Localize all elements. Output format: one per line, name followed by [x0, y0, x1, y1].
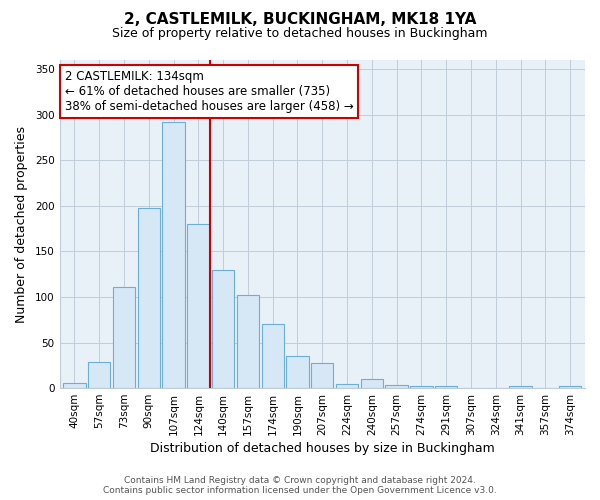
Bar — [361, 379, 383, 388]
Bar — [212, 270, 234, 388]
Bar — [336, 384, 358, 388]
Bar — [137, 208, 160, 388]
Bar — [311, 364, 334, 388]
Bar — [63, 382, 86, 388]
X-axis label: Distribution of detached houses by size in Buckingham: Distribution of detached houses by size … — [150, 442, 494, 455]
Text: Contains HM Land Registry data © Crown copyright and database right 2024.
Contai: Contains HM Land Registry data © Crown c… — [103, 476, 497, 495]
Bar — [113, 287, 135, 388]
Bar — [286, 356, 308, 388]
Bar — [163, 122, 185, 388]
Text: 2 CASTLEMILK: 134sqm
← 61% of detached houses are smaller (735)
38% of semi-deta: 2 CASTLEMILK: 134sqm ← 61% of detached h… — [65, 70, 353, 113]
Bar — [559, 386, 581, 388]
Bar — [509, 386, 532, 388]
Text: Size of property relative to detached houses in Buckingham: Size of property relative to detached ho… — [112, 28, 488, 40]
Bar — [187, 224, 209, 388]
Bar — [88, 362, 110, 388]
Bar — [435, 386, 457, 388]
Text: 2, CASTLEMILK, BUCKINGHAM, MK18 1YA: 2, CASTLEMILK, BUCKINGHAM, MK18 1YA — [124, 12, 476, 28]
Bar — [262, 324, 284, 388]
Bar — [385, 386, 408, 388]
Bar — [237, 295, 259, 388]
Y-axis label: Number of detached properties: Number of detached properties — [15, 126, 28, 322]
Bar — [410, 386, 433, 388]
